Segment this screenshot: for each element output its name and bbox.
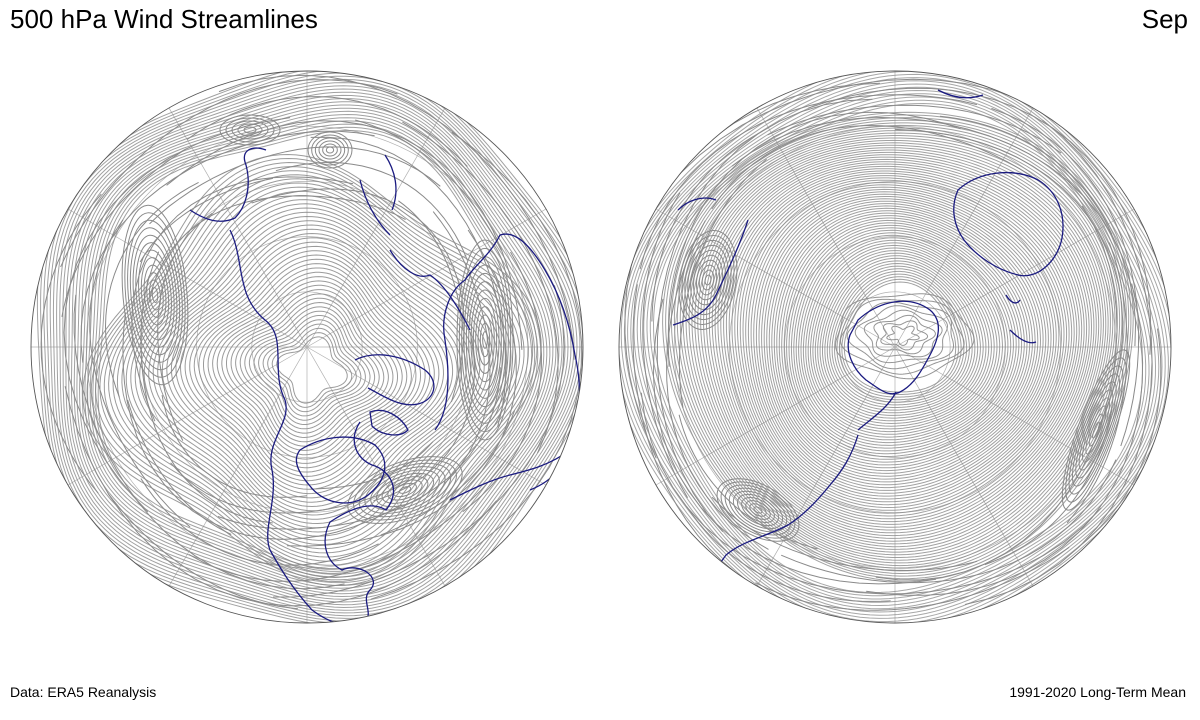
map-outline <box>30 70 584 624</box>
northern-hemisphere-map <box>30 70 584 624</box>
period-label: 1991-2020 Long-Term Mean <box>1009 684 1186 700</box>
streamlines <box>619 71 1171 623</box>
map-outline <box>618 70 1172 624</box>
southern-hemisphere-map <box>618 70 1172 624</box>
map-title: 500 hPa Wind Streamlines <box>10 4 318 34</box>
data-source-label: Data: ERA5 Reanalysis <box>10 684 157 700</box>
month-label: Sep <box>1141 4 1188 34</box>
coastlines <box>189 147 581 623</box>
streamlines <box>36 71 583 623</box>
